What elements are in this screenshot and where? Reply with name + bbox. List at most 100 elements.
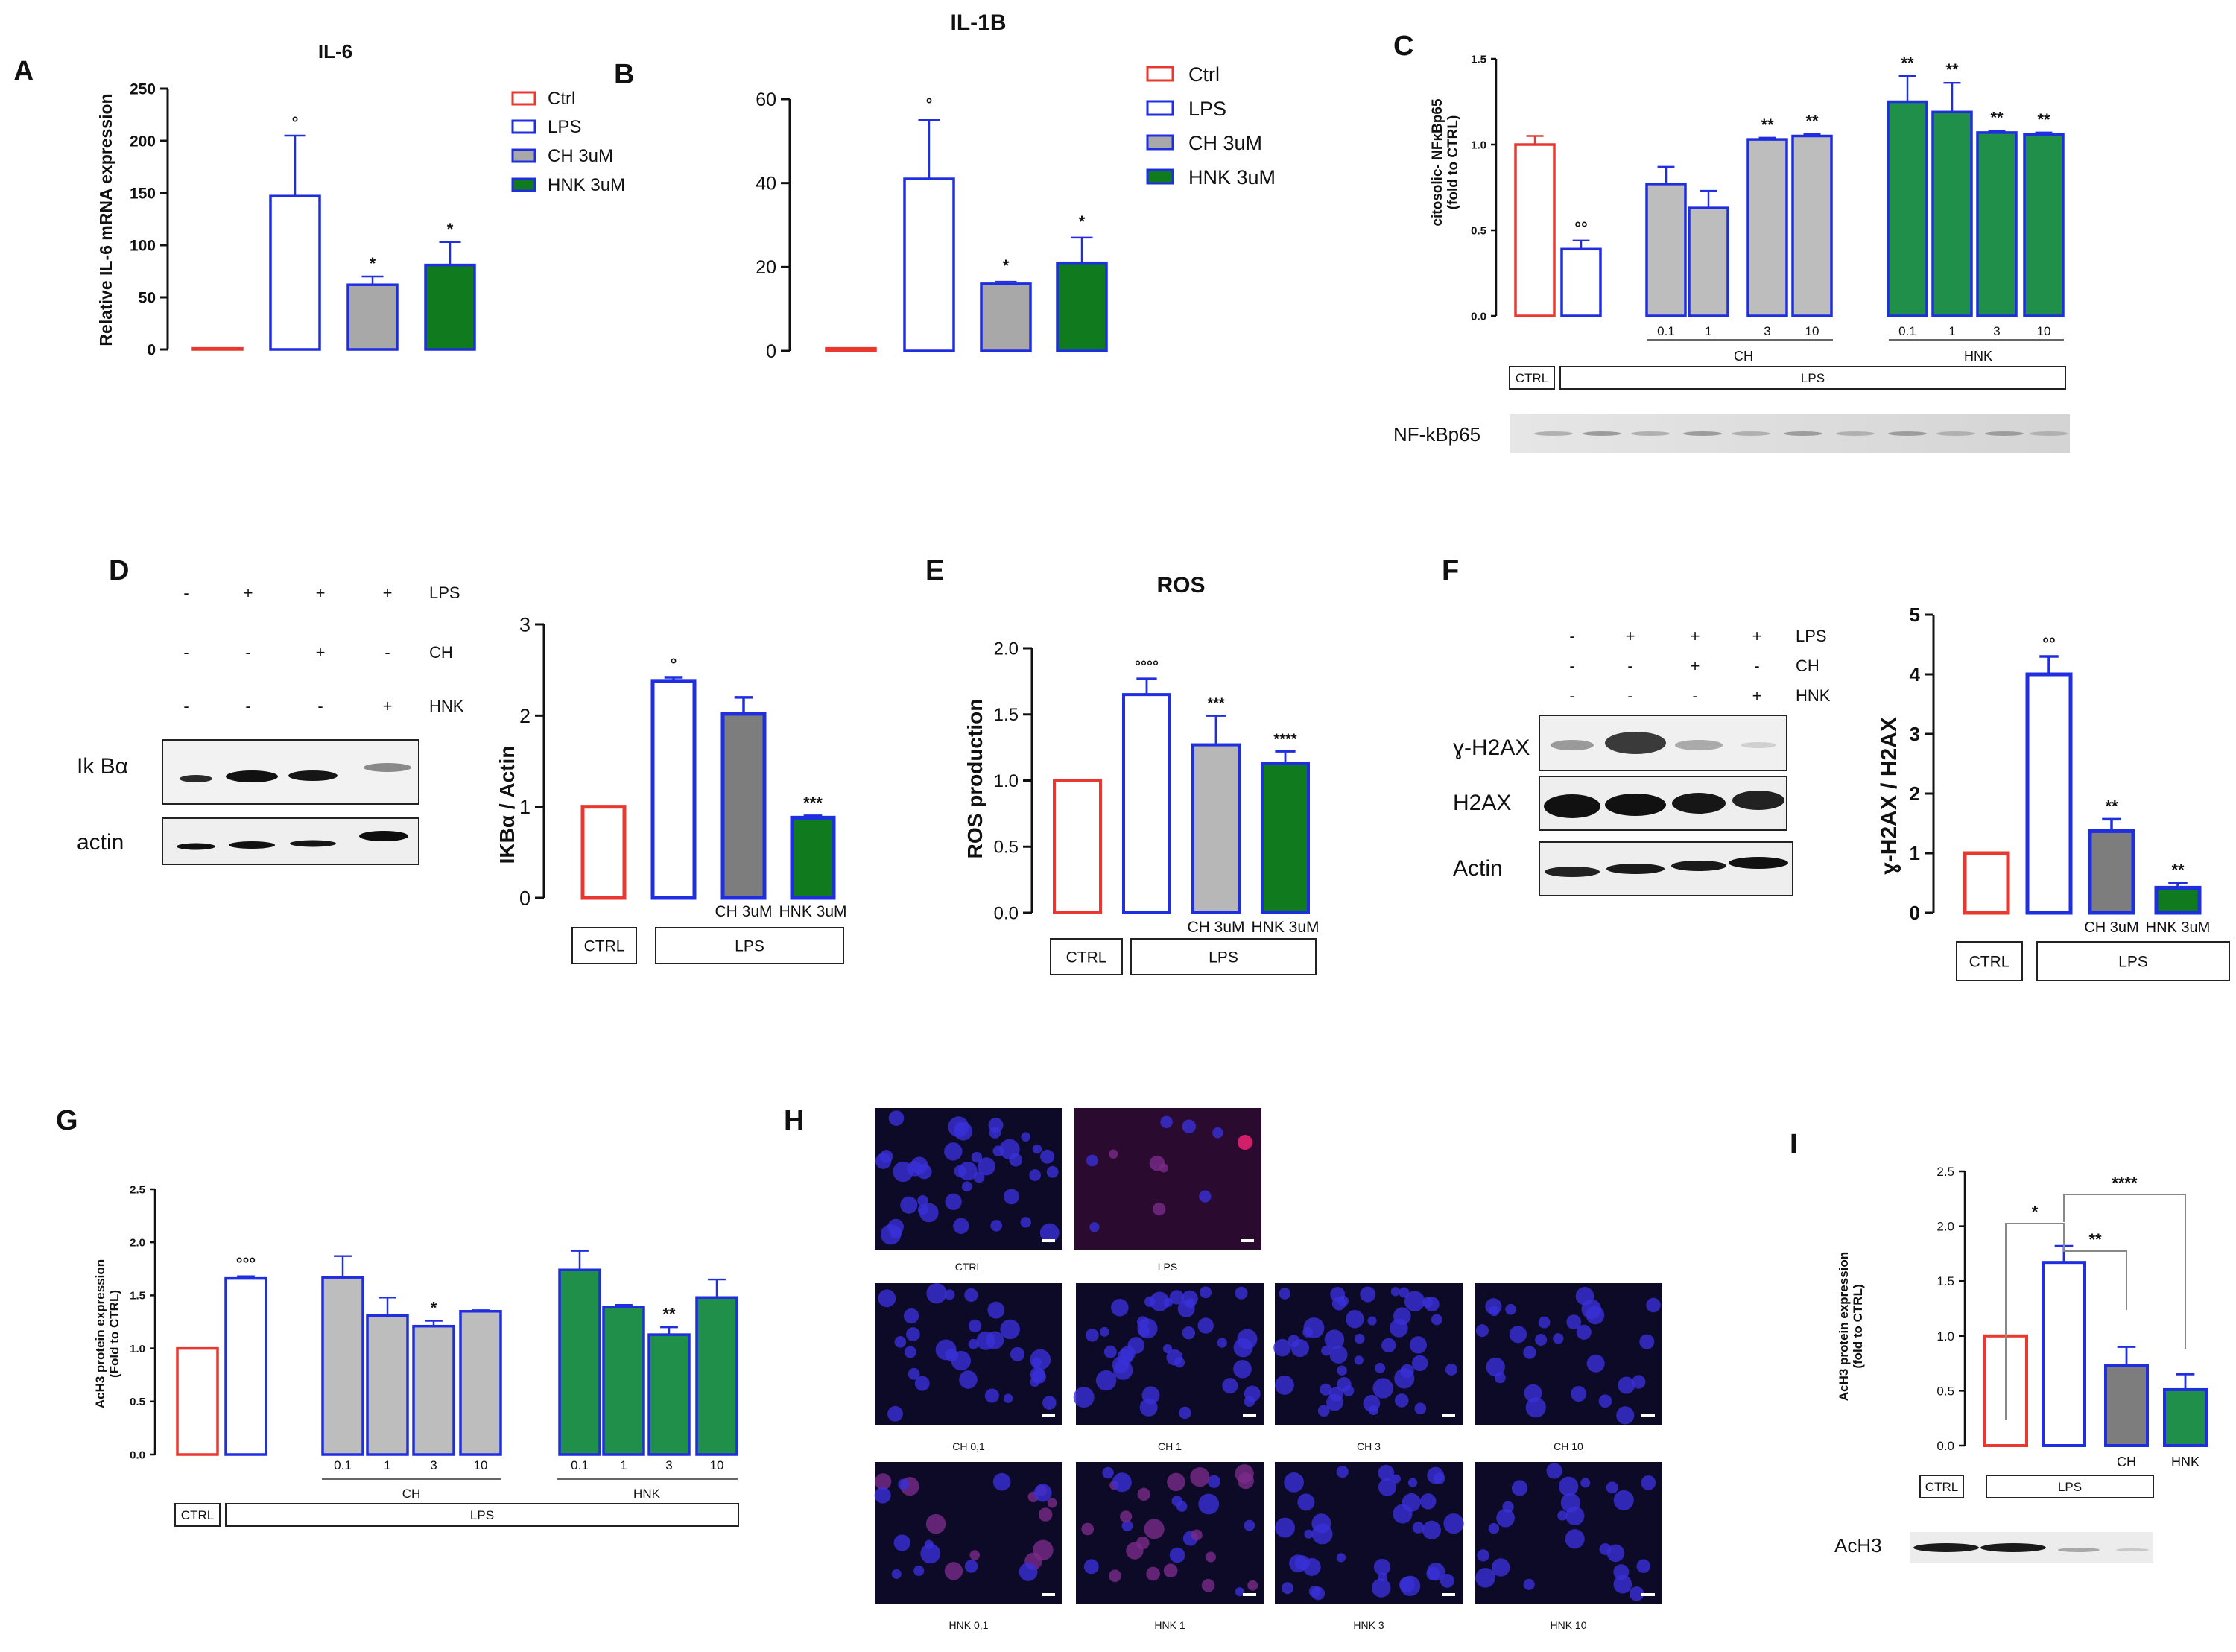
bar bbox=[1514, 143, 1556, 317]
cell-nucleus bbox=[1042, 1396, 1057, 1410]
cell-nucleus bbox=[1523, 1346, 1536, 1359]
treatment-label: HNK bbox=[429, 697, 464, 715]
y-tick-label: 5 bbox=[1910, 604, 1920, 626]
cell-nucleus bbox=[968, 1338, 979, 1349]
cell-nucleus bbox=[1000, 1319, 1020, 1340]
micrograph-caption: CH 10 bbox=[1554, 1440, 1583, 1452]
cell-nucleus bbox=[953, 1218, 969, 1234]
y-tick-label: 1.0 bbox=[1471, 139, 1486, 151]
group-ctrl: CTRL bbox=[1516, 371, 1548, 385]
cell-nucleus bbox=[1381, 1338, 1396, 1353]
actin-band bbox=[1671, 861, 1726, 871]
cell-nucleus bbox=[890, 1227, 902, 1239]
y-tick-label: 250 bbox=[130, 80, 156, 98]
cell-nucleus bbox=[1538, 1316, 1551, 1329]
cell-nucleus bbox=[1311, 1586, 1326, 1601]
dose-label: 0.1 bbox=[1657, 324, 1675, 338]
nfkb-band bbox=[1631, 431, 1670, 436]
cell-nucleus bbox=[951, 1350, 972, 1371]
legend-a: Ctrl LPS CH 3uM HNK 3uM bbox=[511, 89, 625, 195]
micrograph-caption: HNK 0,1 bbox=[949, 1619, 989, 1631]
y-tick-label: 0.0 bbox=[130, 1449, 145, 1461]
cell-nucleus bbox=[1329, 1345, 1348, 1364]
treatment-sign: - bbox=[384, 643, 390, 662]
cell-nucleus bbox=[1273, 1338, 1291, 1357]
dose-label: 0.1 bbox=[1898, 324, 1916, 338]
cell-nucleus bbox=[1030, 1377, 1040, 1387]
blot-f: - + + + LPS - - + - CH - - - + HNK ɣ-H2AX H2AX Actin bbox=[1453, 627, 1831, 896]
significance-label: * bbox=[370, 254, 376, 273]
micrograph-caption: HNK 1 bbox=[1154, 1619, 1185, 1631]
scale-bar bbox=[1042, 1414, 1055, 1417]
cell-nucleus bbox=[1411, 1355, 1428, 1372]
cell-nucleus bbox=[1199, 1190, 1212, 1203]
bar-label: HNK 3uM bbox=[2146, 920, 2211, 936]
cell-nucleus bbox=[1505, 1303, 1516, 1315]
cell-nucleus bbox=[1496, 1508, 1515, 1528]
h2ax-band bbox=[1605, 794, 1666, 816]
scale-bar bbox=[1042, 1593, 1055, 1596]
group-label: CH bbox=[1734, 349, 1753, 364]
cell-nucleus bbox=[1586, 1306, 1605, 1325]
cell-nucleus bbox=[1212, 1127, 1223, 1139]
cell-nucleus bbox=[990, 1219, 1003, 1232]
cell-nucleus bbox=[1279, 1288, 1291, 1300]
bar bbox=[695, 1296, 738, 1456]
micrograph-caption: HNK 3 bbox=[1353, 1619, 1384, 1631]
cell-nucleus bbox=[1284, 1472, 1304, 1493]
group-ctrl-box bbox=[1956, 941, 2023, 981]
treatment-label: CH bbox=[429, 643, 453, 662]
cell-nucleus bbox=[1019, 1562, 1038, 1581]
group-lps-box bbox=[1986, 1475, 2154, 1498]
significance-label: ** bbox=[1945, 60, 1959, 79]
cell-nucleus bbox=[1169, 1547, 1185, 1563]
treatment-sign: + bbox=[1752, 627, 1762, 645]
dose-label: 10 bbox=[1805, 324, 1819, 338]
cell-nucleus bbox=[999, 1139, 1020, 1159]
treatment-sign: - bbox=[245, 697, 250, 715]
cell-nucleus bbox=[1198, 1493, 1220, 1515]
cell-nucleus bbox=[1558, 1476, 1579, 1496]
micrograph-caption: LPS bbox=[1158, 1261, 1177, 1273]
blot-nfkb-bands bbox=[1534, 431, 2068, 436]
cell-nucleus bbox=[1083, 1559, 1099, 1575]
cell-nucleus bbox=[1330, 1286, 1346, 1302]
significance-label: ** bbox=[1805, 112, 1819, 130]
chart-h2ax: 0 1 2 3 4 5 ɣ-H2AX / H2AX °° ** CH 3uM ** HNK 3uM CT… bbox=[1877, 604, 2230, 981]
panel-label-a: A bbox=[13, 56, 34, 87]
significance-label: °° bbox=[1574, 218, 1588, 237]
micrograph-caption: CH 0,1 bbox=[952, 1440, 985, 1452]
blot-d-band-label: actin bbox=[77, 830, 124, 855]
cell-nucleus bbox=[1475, 1324, 1489, 1338]
cell-nucleus bbox=[1108, 1149, 1118, 1159]
bar bbox=[2088, 829, 2135, 915]
cell-nucleus bbox=[945, 1193, 962, 1210]
cell-nucleus bbox=[1606, 1481, 1618, 1494]
bar bbox=[424, 263, 476, 351]
y-tick-label: 0.5 bbox=[1471, 224, 1486, 237]
bar bbox=[1931, 110, 1973, 317]
cell-nucleus bbox=[1477, 1549, 1489, 1562]
legend-b: Ctrl LPS CH 3uM HNK 3uM bbox=[1146, 63, 1276, 189]
cell-nucleus bbox=[1373, 1558, 1391, 1575]
bar bbox=[1983, 1334, 2028, 1448]
bar bbox=[1887, 100, 1928, 317]
legend-a-swatch-hnk bbox=[511, 177, 536, 192]
bracket-label: * bbox=[2032, 1203, 2039, 1221]
cell-nucleus bbox=[1371, 1578, 1391, 1598]
y-axis-label: (fold to CTRL) bbox=[1445, 115, 1461, 210]
cell-nucleus bbox=[1553, 1333, 1564, 1344]
ikba-band bbox=[226, 770, 278, 782]
treatment-sign: - bbox=[1569, 686, 1574, 705]
y-tick-label: 40 bbox=[756, 173, 776, 194]
h2ax-gamma-band bbox=[1741, 742, 1776, 748]
group-ctrl: CTRL bbox=[584, 937, 625, 955]
y-tick-label: 3 bbox=[519, 613, 531, 636]
cell-nucleus bbox=[1182, 1119, 1196, 1133]
legend-b-swatch-ctrl bbox=[1146, 66, 1174, 82]
cell-nucleus bbox=[1182, 1326, 1196, 1340]
cell-nucleus bbox=[1419, 1493, 1437, 1510]
cell-nucleus bbox=[1162, 1344, 1173, 1353]
group-lps: LPS bbox=[735, 937, 764, 955]
panel-label-e: E bbox=[925, 555, 944, 586]
